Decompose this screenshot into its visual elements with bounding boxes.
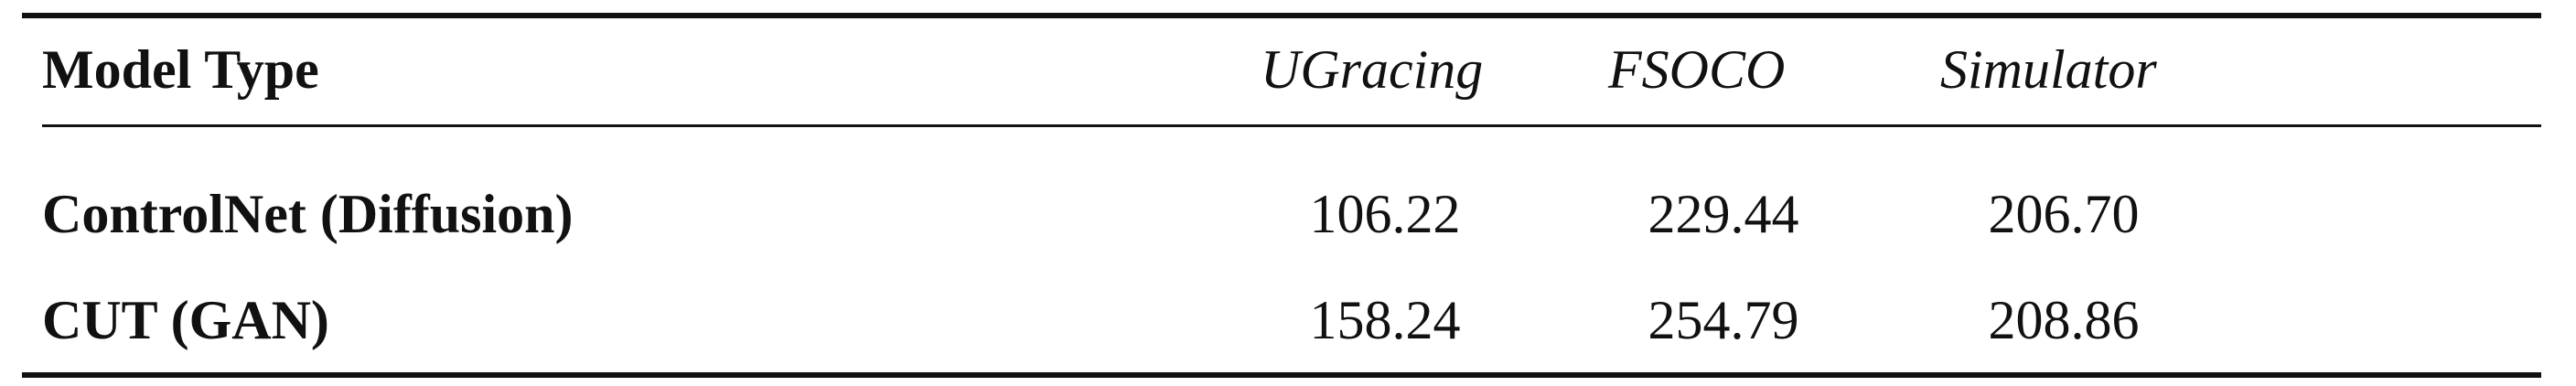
row-label-controlnet: ControlNet (Diffusion) — [42, 184, 574, 244]
row-label-cut: CUT (GAN) — [42, 290, 329, 350]
cell-cut-fsoco: 254.79 — [1648, 290, 1799, 350]
header-ugracing: UGracing — [1261, 39, 1484, 100]
cell-controlnet-ugracing: 106.22 — [1309, 184, 1461, 244]
cell-controlnet-simulator: 206.70 — [1988, 184, 2140, 244]
header-fsoco: FSOCO — [1608, 39, 1786, 100]
table-bottom-rule — [22, 372, 2541, 378]
cell-controlnet-fsoco: 229.44 — [1648, 184, 1799, 244]
cell-cut-simulator: 208.86 — [1988, 290, 2140, 350]
header-model-type: Model Type — [42, 39, 319, 100]
header-simulator: Simulator — [1940, 39, 2157, 100]
table-header-rule — [42, 124, 2541, 127]
cell-cut-ugracing: 158.24 — [1309, 290, 1461, 350]
table-top-rule — [22, 13, 2541, 18]
